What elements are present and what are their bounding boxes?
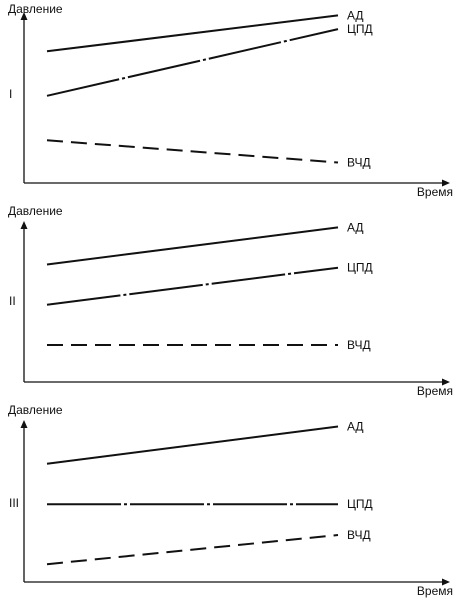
series-label: АД — [347, 220, 364, 234]
x-axis-arrow — [442, 378, 450, 386]
series-label: ВЧД — [347, 528, 371, 542]
x-axis-label: Время — [417, 384, 453, 398]
series-label: ЦПД — [347, 261, 373, 275]
x-axis-arrow — [442, 179, 450, 187]
x-axis-arrow — [442, 578, 450, 586]
series-label: ВЧД — [347, 338, 371, 352]
y-axis-arrow — [20, 12, 28, 20]
series-label: АД — [347, 420, 364, 434]
series-line — [46, 534, 339, 566]
y-axis-label: Давление — [8, 204, 63, 218]
series-line — [46, 28, 339, 97]
series-line — [46, 425, 339, 465]
panel-label: III — [9, 496, 19, 510]
y-axis-label: Давление — [8, 403, 63, 417]
x-axis-label: Время — [417, 584, 453, 598]
series-line — [46, 139, 339, 164]
panel-3: Давление Время III АД ЦПД ВЧД — [8, 403, 453, 598]
series-line — [46, 266, 339, 306]
series-label: ВЧД — [347, 156, 371, 170]
series-line — [46, 14, 339, 53]
panel-label: II — [9, 294, 16, 308]
y-axis-label: Давление — [8, 2, 63, 16]
series-label: АД — [347, 8, 364, 22]
series-line — [46, 226, 339, 266]
panel-label: I — [9, 87, 12, 101]
y-axis-arrow — [20, 420, 28, 428]
series-label: ЦПД — [347, 22, 373, 36]
panel-2: Давление Время II АД ЦПД ВЧД — [8, 204, 453, 398]
x-axis-label: Время — [417, 185, 453, 199]
series-label: ЦПД — [347, 497, 373, 511]
y-axis-arrow — [20, 221, 28, 229]
